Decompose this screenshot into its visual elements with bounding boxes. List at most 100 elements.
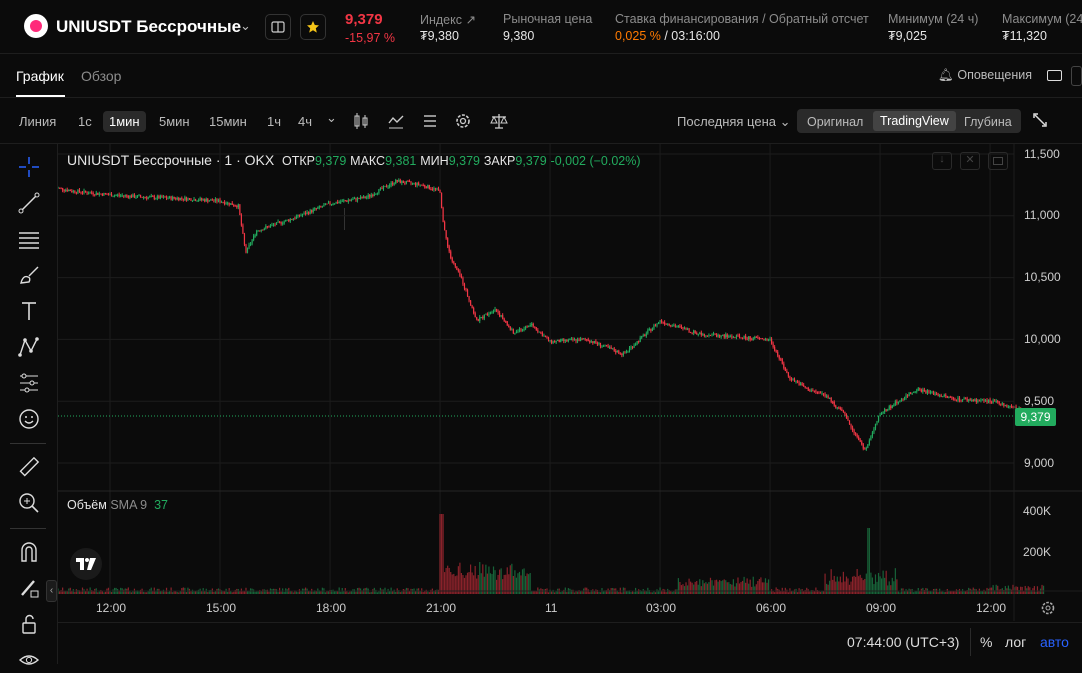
chevron-down-icon[interactable]: ⌄ <box>240 18 251 33</box>
price-chart[interactable] <box>58 144 1082 664</box>
ruler-icon[interactable] <box>16 454 42 480</box>
candle-body <box>1003 403 1005 406</box>
volume-bar <box>234 589 236 594</box>
candles-icon[interactable] <box>352 112 370 130</box>
trend-line-icon[interactable] <box>16 190 42 216</box>
interval-5min[interactable]: 5мин <box>159 114 190 129</box>
fullscreen-icon[interactable] <box>1032 112 1048 128</box>
volume-bar <box>439 514 441 594</box>
indicators-icon[interactable] <box>387 112 405 130</box>
book-icon[interactable] <box>265 14 291 40</box>
candle-body <box>191 200 194 202</box>
volume-bar <box>139 589 142 594</box>
arrow-down-icon[interactable]: ↓ <box>932 152 952 170</box>
candle-body <box>196 200 198 202</box>
candle-body <box>827 395 829 399</box>
fib-lines-icon[interactable] <box>16 226 42 252</box>
candle-body <box>865 448 867 450</box>
gear-icon[interactable] <box>454 112 472 130</box>
candle-body <box>447 238 449 247</box>
volume-bar <box>894 568 896 594</box>
volume-bar <box>1010 589 1013 594</box>
maximize-icon[interactable] <box>988 152 1008 170</box>
magnet-icon[interactable] <box>16 539 42 565</box>
unlock-icon[interactable] <box>16 611 42 637</box>
candle-body <box>625 351 628 353</box>
volume-bar <box>385 592 388 594</box>
volume-bar <box>890 585 892 594</box>
auto-toggle[interactable]: авто <box>1040 634 1069 650</box>
pattern-tool-icon[interactable] <box>16 334 42 360</box>
view-tradingview[interactable]: TradingView <box>873 111 956 131</box>
tab-overview[interactable]: Обзор <box>81 68 122 84</box>
prediction-tool-icon[interactable] <box>16 370 42 396</box>
zoom-in-icon[interactable] <box>16 490 42 516</box>
layout-icon[interactable] <box>1047 70 1062 81</box>
candle-body <box>425 186 427 189</box>
candle-body <box>835 405 837 408</box>
interval-1h[interactable]: 1ч <box>267 114 282 129</box>
brush-icon[interactable] <box>16 262 42 288</box>
candle-body <box>326 203 328 205</box>
interval-1s[interactable]: 1с <box>78 114 92 129</box>
panel-toggle-icon[interactable] <box>1071 66 1082 86</box>
candle-body <box>260 229 262 231</box>
volume-bar <box>751 586 753 594</box>
percent-toggle[interactable]: % <box>980 634 993 650</box>
candle-body <box>509 327 511 330</box>
candle-body <box>259 230 261 232</box>
candle-body <box>291 219 293 221</box>
candle-body <box>347 200 349 202</box>
candle-body <box>84 190 87 193</box>
volume-bar <box>807 589 809 594</box>
volume-bar <box>176 591 178 594</box>
volume-bar <box>155 591 157 594</box>
candle-body <box>899 400 901 403</box>
log-toggle[interactable]: лог <box>1005 634 1027 650</box>
funding-rate-value: 0,025 % / 03:16:00 <box>615 29 720 43</box>
volume-bar <box>955 589 958 594</box>
volume-bar <box>609 590 611 594</box>
interval-15min[interactable]: 15мин <box>209 114 247 129</box>
eye-icon[interactable] <box>16 647 42 673</box>
volume-bar <box>893 581 895 594</box>
volume-bar <box>167 591 169 594</box>
clock-timezone[interactable]: 07:44:00 (UTC+3) <box>847 634 960 650</box>
volume-bar <box>1018 590 1020 594</box>
view-original[interactable]: Оригинал <box>807 115 864 129</box>
interval-line[interactable]: Линия <box>19 114 57 129</box>
candle-body <box>462 278 464 285</box>
volume-bar <box>844 581 846 594</box>
candle-body <box>923 389 925 392</box>
volume-bar <box>346 590 348 594</box>
interval-chevron-icon[interactable]: ⌄ <box>326 110 337 125</box>
candle-body <box>731 336 733 338</box>
volume-bar <box>534 590 536 594</box>
interval-1min[interactable]: 1мин <box>103 111 146 132</box>
price-type-select[interactable]: Последняя цена ⌄ <box>677 114 791 129</box>
symbol-title[interactable]: UNIUSDT Бессрочные <box>56 17 242 36</box>
candle-body <box>664 322 666 324</box>
smiley-icon[interactable] <box>16 406 42 432</box>
pencil-lock-icon[interactable] <box>16 575 42 601</box>
text-tool-icon[interactable] <box>16 298 42 324</box>
collapse-toolbar-icon[interactable]: ‹ <box>46 580 57 602</box>
volume-bar <box>870 572 872 594</box>
favorite-star-icon[interactable] <box>300 14 326 40</box>
candle-body <box>172 196 174 200</box>
axis-settings-gear-icon[interactable] <box>1040 600 1056 616</box>
tab-chart[interactable]: График <box>16 68 64 84</box>
index-label[interactable]: Индекс ↗ <box>420 13 476 27</box>
compare-scales-icon[interactable] <box>489 112 509 130</box>
close-icon[interactable]: ✕ <box>960 152 980 170</box>
view-depth[interactable]: Глубина <box>964 115 1012 129</box>
candle-body <box>262 229 264 231</box>
settings-list-icon[interactable] <box>421 112 439 130</box>
candle-body <box>213 200 215 202</box>
alerts-button[interactable]: 🔔︎ Оповещения <box>938 68 1033 82</box>
crosshair-icon[interactable] <box>16 154 42 180</box>
volume-bar <box>770 589 773 594</box>
volume-bar <box>509 565 511 594</box>
interval-4h[interactable]: 4ч <box>298 114 313 129</box>
tradingview-logo-icon[interactable] <box>70 548 102 580</box>
